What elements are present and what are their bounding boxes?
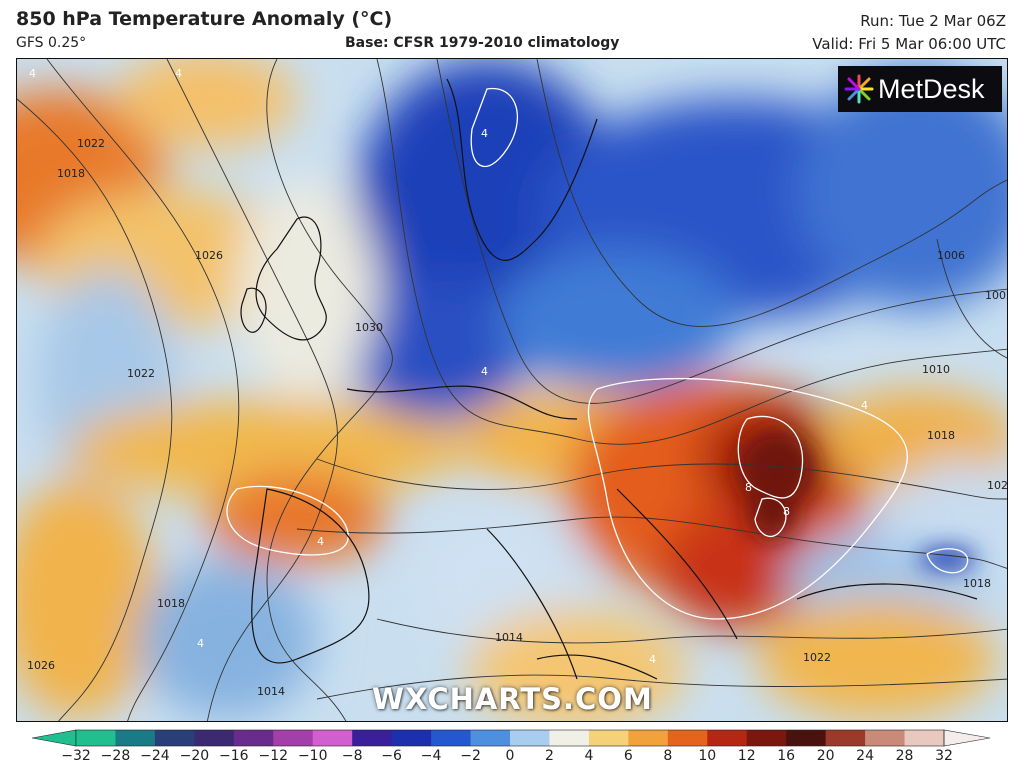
starburst-logo-icon <box>844 74 874 104</box>
isobar-label: 1010 <box>922 363 950 376</box>
colorbar-tick-label: −10 <box>297 748 328 764</box>
climatology-base-label: Base: CFSR 1979-2010 climatology <box>345 35 620 51</box>
colorbar-tick-label: −28 <box>100 748 131 764</box>
coastlines <box>240 78 978 680</box>
colorbar-arrow-low <box>31 729 77 747</box>
watermark: WXCHARTS.COM <box>372 682 653 716</box>
colorbar-tick-label: 24 <box>856 748 874 764</box>
model-label: GFS 0.25° <box>16 35 87 51</box>
anomaly-contours <box>226 87 969 620</box>
valid-time-label: Valid: Fri 5 Mar 06:00 UTC <box>812 35 1006 53</box>
isobar-label: 1030 <box>355 321 383 334</box>
colorbar-cell <box>588 730 629 746</box>
colorbar-cell <box>904 730 945 746</box>
metdesk-logo: MetDesk <box>838 66 1002 112</box>
anomaly-labels: 4 4 4 4 4 4 8 8 4 4 <box>29 67 868 666</box>
colorbar-cell <box>391 730 432 746</box>
colorbar-cell <box>707 730 748 746</box>
colorbar-cell <box>786 730 827 746</box>
isobar-label: 1018 <box>963 577 991 590</box>
isobar-label: 1018 <box>157 597 185 610</box>
colorbar-tick-label: 16 <box>777 748 796 764</box>
isobar-label: 1022 <box>127 367 155 380</box>
chart-title: 850 hPa Temperature Anomaly (°C) <box>16 8 393 30</box>
colorbar-tick-label: −4 <box>420 748 442 764</box>
isobar-label: 1022 <box>987 479 1008 492</box>
isobar-labels: 1022 1018 1026 1030 1022 1018 1026 1014 … <box>27 137 1008 698</box>
anomaly-label: 4 <box>317 535 324 548</box>
run-time-label: Run: Tue 2 Mar 06Z <box>860 12 1006 30</box>
isobar-lines <box>17 59 1007 721</box>
anomaly-label: 4 <box>29 67 36 80</box>
colorbar-tick-label: 8 <box>663 748 673 764</box>
colorbar-cell <box>312 730 353 746</box>
isobar-label: 1014 <box>257 685 285 698</box>
colorbar-tick-label: −16 <box>219 748 249 764</box>
colorbar-cell <box>746 730 787 746</box>
colorbar-tick-label: 0 <box>505 748 515 764</box>
colorbar-tick-label: −12 <box>258 748 289 764</box>
colorbar-cell <box>352 730 393 746</box>
anomaly-label: 4 <box>175 67 182 80</box>
colorbar-tick-label: 32 <box>935 748 953 764</box>
isobar-label: 1022 <box>803 651 831 664</box>
colorbar-tick-label: −6 <box>381 748 402 764</box>
anomaly-label: 4 <box>861 399 868 412</box>
colorbar-cell <box>510 730 550 746</box>
isobar-label: 1006 <box>937 249 965 262</box>
colorbar-frame <box>75 729 945 747</box>
colorbar-tick-label: 20 <box>816 748 835 764</box>
isobar-label: 1018 <box>927 429 955 442</box>
isobar-label: 1002 <box>985 289 1008 302</box>
colorbar-tick-label: −8 <box>341 748 363 764</box>
colorbar-tick-label: 28 <box>895 748 914 764</box>
colorbar-tick-label: 2 <box>544 748 554 764</box>
colorbar-cell <box>628 730 669 746</box>
colorbar-cell <box>233 730 274 746</box>
colorbar-cell <box>154 730 195 746</box>
isobar-label: 1018 <box>57 167 85 180</box>
colorbar-cell <box>76 730 116 746</box>
logo-text: MetDesk <box>878 73 985 104</box>
colorbar-cell <box>115 730 156 746</box>
colorbar-cell <box>549 730 590 746</box>
colorbar-arrow-high <box>943 729 991 747</box>
colorbar-tick-label: −20 <box>179 748 210 764</box>
colorbar-tick-label: 12 <box>737 748 756 764</box>
anomaly-label: 4 <box>481 365 488 378</box>
anomaly-label: 8 <box>745 481 752 494</box>
map-canvas: 1022 1018 1026 1030 1022 1018 1026 1014 … <box>17 59 1008 721</box>
colorbar-cell <box>273 730 314 746</box>
colorbar-tick-label: 4 <box>584 748 594 764</box>
colorbar-tick-label: −24 <box>140 748 170 764</box>
colorbar-tick-label: 6 <box>623 748 633 764</box>
isobar-label: 1026 <box>195 249 223 262</box>
colorbar-cell <box>825 730 866 746</box>
colorbar-cell <box>194 730 235 746</box>
colorbar-cell <box>431 730 472 746</box>
anomaly-label: 8 <box>783 505 790 518</box>
anomaly-label: 4 <box>481 127 488 140</box>
anomaly-label: 4 <box>197 637 204 650</box>
anomaly-map: 1022 1018 1026 1030 1022 1018 1026 1014 … <box>16 58 1008 722</box>
colorbar-cell <box>470 730 511 746</box>
colorbar-cell <box>865 730 906 746</box>
colorbar-cell <box>667 730 708 746</box>
anomaly-label: 4 <box>649 653 656 666</box>
colorbar-tick-label: −2 <box>460 748 481 764</box>
colorbar <box>31 729 991 747</box>
isobar-label: 1022 <box>77 137 105 150</box>
colorbar-tick-label: −32 <box>61 748 91 764</box>
colorbar-tick-label: 10 <box>698 748 717 764</box>
isobar-label: 1014 <box>495 631 523 644</box>
isobar-label: 1026 <box>27 659 55 672</box>
